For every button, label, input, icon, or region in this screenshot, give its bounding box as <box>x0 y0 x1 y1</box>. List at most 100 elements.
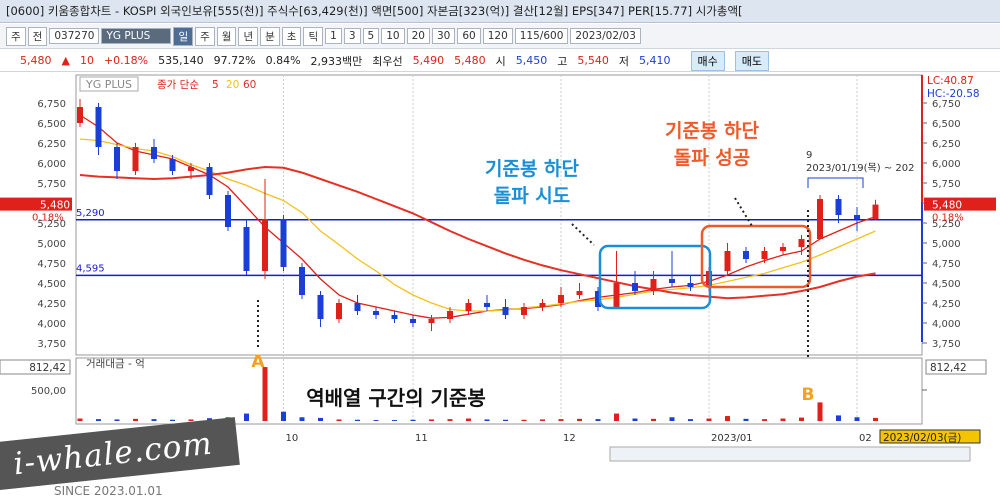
quote-value: 5,480 <box>20 54 52 67</box>
candle-body <box>243 227 250 271</box>
candle-body <box>669 279 675 283</box>
quote-value: 5,410 <box>639 54 671 67</box>
toolbar-item[interactable]: 30 <box>431 28 456 44</box>
y-tick-label: 4,250 <box>932 299 961 310</box>
y-tick-label: 3,750 <box>37 339 66 350</box>
x-tick-label: 02 <box>859 433 872 444</box>
period-count: 9 <box>806 150 812 161</box>
quote-row: 5,480 ▲ 10 +0.18% 535,140 97.72% 0.84% 2,933백만 최… <box>0 50 1000 72</box>
candle-body <box>188 167 194 171</box>
quote-value: 저 <box>618 54 630 68</box>
legend-box <box>79 76 139 92</box>
toolbar-item[interactable]: 5 <box>362 28 380 44</box>
candle-body <box>687 283 694 287</box>
y-tick-label: 5,250 <box>37 219 66 230</box>
toolbar-item[interactable]: 3 <box>343 28 361 44</box>
period-label: 2023/01/19(목) ~ 202 <box>806 162 914 174</box>
candle-body <box>798 239 805 247</box>
moving-average <box>79 114 876 319</box>
volume-bar <box>706 418 712 421</box>
candle-body <box>114 147 120 171</box>
success-label: 기준봉 하단 <box>665 120 760 142</box>
toolbar-item[interactable]: 초 <box>281 26 302 46</box>
legend-entry: 5 <box>212 79 219 91</box>
date-tag-box <box>879 429 981 444</box>
toolbar-item[interactable]: 분 <box>260 26 280 46</box>
candle-body <box>465 303 472 311</box>
price-tag-label: 5,480 <box>40 200 70 212</box>
quote-value: 5,540 <box>577 54 609 67</box>
candle-body <box>484 303 490 307</box>
quote-value: 고 <box>557 54 568 68</box>
candle-body <box>373 311 379 315</box>
volume-bar <box>817 402 823 421</box>
toolbar-item[interactable]: 037270 <box>49 28 100 44</box>
toolbar-item[interactable]: YG PLUS <box>101 28 172 44</box>
volume-max: 812,42 <box>29 362 66 374</box>
quote-value: 5,480 <box>454 54 486 67</box>
toolbar-item[interactable]: 120 <box>482 28 513 44</box>
volume-title: 거래대금 - 억 <box>86 358 145 370</box>
toolbar-item[interactable]: 115/600 <box>514 28 569 44</box>
y-tick-label: 5,750 <box>37 179 66 190</box>
candle-body <box>206 167 213 195</box>
volume-max-box <box>0 359 71 375</box>
toolbar-item[interactable]: 주 <box>6 26 26 46</box>
x-tick-label: 12 <box>563 433 576 444</box>
volume-bar <box>336 419 342 421</box>
lc-label: LC:40.87 <box>927 75 974 87</box>
candle-body <box>354 303 361 311</box>
toolbar-item[interactable]: 일 <box>173 26 194 46</box>
price-tag <box>924 197 996 211</box>
volume-bar <box>262 367 268 421</box>
y-tick-label: 4,750 <box>37 259 66 270</box>
moving-average <box>79 165 876 300</box>
candle-body <box>447 311 453 319</box>
volume-bar <box>577 418 582 421</box>
attempt-arrow <box>571 223 595 246</box>
volume-bar <box>743 418 749 421</box>
price-tag <box>0 197 72 211</box>
toolbar-item[interactable]: 10 <box>381 28 405 44</box>
legend-title: YG PLUS <box>85 78 132 91</box>
volume-max-box <box>925 359 987 375</box>
toolbar-item[interactable]: 주 <box>195 26 215 46</box>
volume-bar <box>318 417 323 421</box>
order-button[interactable]: 매도 <box>734 50 770 71</box>
volume-bar <box>651 418 656 421</box>
toolbar-item[interactable]: 월 <box>216 26 237 46</box>
level-label: 5,290 <box>76 208 105 219</box>
quote-value: 535,140 <box>158 54 204 67</box>
volume-bar <box>355 419 360 421</box>
toolbar-item[interactable]: 60 <box>457 28 481 44</box>
x-tick-label: 2023/01 <box>711 433 753 444</box>
y-tick-label: 5,250 <box>932 219 961 230</box>
toolbar-item[interactable]: 년 <box>238 26 259 46</box>
candle-body <box>817 199 823 239</box>
toolbar-item[interactable]: 2023/02/03 <box>570 28 641 44</box>
toolbar-item[interactable]: 1 <box>325 28 342 44</box>
volume-bar <box>540 419 545 421</box>
volume-bar <box>762 419 767 421</box>
attempt-label: 기준봉 하단 <box>485 158 580 180</box>
y-tick-label: 6,250 <box>932 139 961 150</box>
candle-body <box>280 219 287 267</box>
price-tag-change: 0.18% <box>932 213 964 224</box>
candle-body <box>151 147 157 159</box>
y-tick-label: 6,000 <box>932 159 961 170</box>
volume-bar <box>836 415 841 421</box>
volume-bar <box>799 417 804 421</box>
candle-body <box>391 315 398 319</box>
volume-bar <box>447 419 453 421</box>
order-button[interactable]: 매수 <box>690 50 725 71</box>
y-tick-label: 5,000 <box>932 239 961 250</box>
candle-body <box>262 219 268 271</box>
volume-panel <box>75 357 923 425</box>
toolbar-item[interactable]: 20 <box>406 28 430 44</box>
volume-bar <box>151 419 157 421</box>
candle-body <box>317 295 324 319</box>
toolbar-item[interactable]: 틱 <box>303 26 324 46</box>
toolbar-item[interactable]: 전 <box>27 26 48 46</box>
attempt-box <box>598 244 712 310</box>
volume-bar <box>244 413 249 421</box>
